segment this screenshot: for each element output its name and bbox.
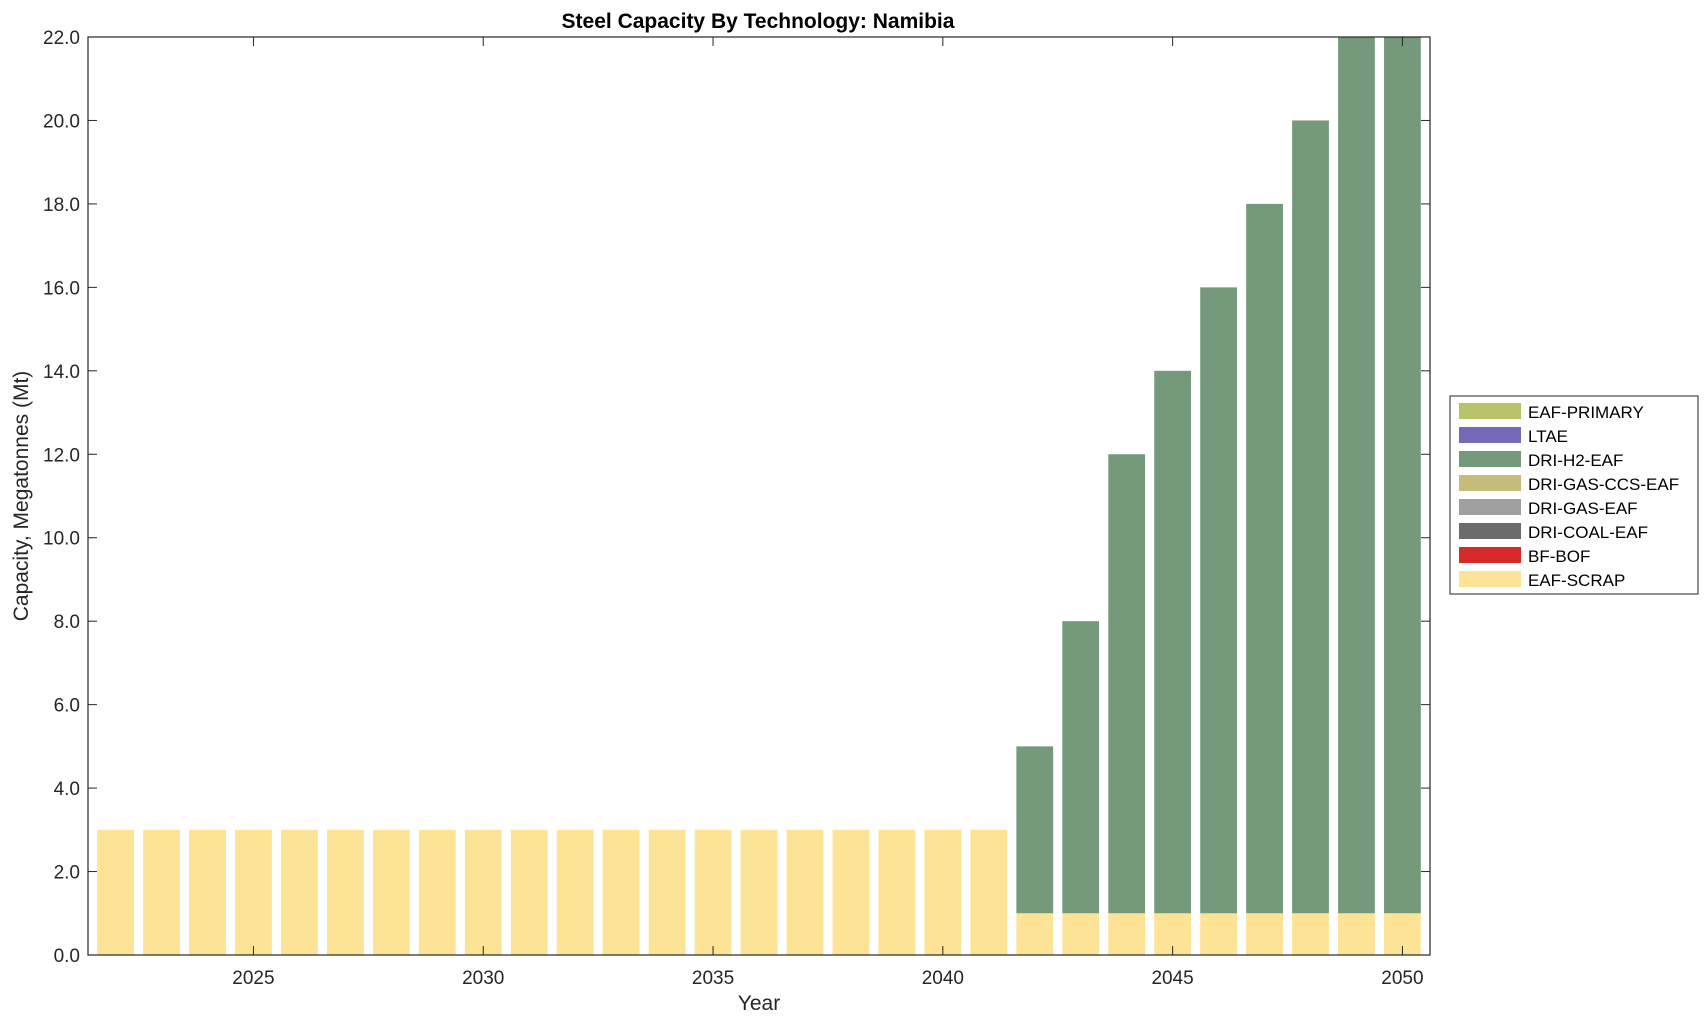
bar-eaf-scrap-2040 bbox=[924, 829, 962, 955]
bar-eaf-scrap-2029 bbox=[418, 829, 456, 955]
x-tick-label: 2025 bbox=[232, 968, 274, 989]
bar-dri-h2-eaf-2048 bbox=[1292, 120, 1329, 914]
y-tick-label: 16.0 bbox=[43, 278, 80, 299]
legend-label: DRI-GAS-EAF bbox=[1528, 499, 1638, 518]
bar-eaf-scrap-2031 bbox=[510, 829, 548, 955]
plot-area-frame bbox=[87, 36, 1431, 956]
y-tick-label: 2.0 bbox=[54, 863, 80, 884]
bar-eaf-scrap-2026 bbox=[281, 829, 318, 955]
bar-dri-h2-eaf-2049 bbox=[1338, 37, 1375, 914]
bar-eaf-scrap-2027 bbox=[326, 829, 364, 955]
chart-title: Steel Capacity By Technology: Namibia bbox=[562, 10, 955, 33]
x-tick-label: 2035 bbox=[692, 968, 734, 989]
y-tick-label: 10.0 bbox=[43, 529, 80, 550]
bar-eaf-scrap-2047 bbox=[1246, 913, 1283, 955]
bar-eaf-scrap-2033 bbox=[602, 829, 640, 955]
bar-dri-h2-eaf-2047 bbox=[1246, 203, 1283, 914]
bar-eaf-scrap-2036 bbox=[740, 829, 778, 955]
bar-eaf-scrap-2043 bbox=[1062, 913, 1100, 955]
bar-dri-h2-eaf-2045 bbox=[1154, 370, 1192, 914]
y-tick-label: 0.0 bbox=[54, 946, 80, 967]
legend-label: DRI-H2-EAF bbox=[1528, 451, 1623, 470]
x-axis-label: Year bbox=[738, 992, 780, 1015]
bar-eaf-scrap-2035 bbox=[694, 829, 732, 955]
legend-label: EAF-SCRAP bbox=[1528, 571, 1625, 590]
bar-eaf-scrap-2034 bbox=[648, 829, 686, 955]
legend: EAF-PRIMARY LTAE DRI-H2-EAF DRI-GAS-CCS-EAF… bbox=[1449, 395, 1699, 595]
bar-eaf-scrap-2049 bbox=[1338, 913, 1375, 955]
bar-eaf-scrap-2030 bbox=[464, 829, 502, 955]
y-tick-label: 4.0 bbox=[54, 779, 80, 800]
bar-eaf-scrap-2024 bbox=[189, 829, 226, 955]
y-tick-label: 12.0 bbox=[43, 445, 80, 466]
y-tick-label: 8.0 bbox=[54, 612, 80, 633]
legend-swatch bbox=[1459, 475, 1521, 491]
bar-eaf-scrap-2048 bbox=[1292, 913, 1329, 955]
legend-label: EAF-PRIMARY bbox=[1528, 403, 1644, 422]
y-tick-label: 14.0 bbox=[43, 362, 80, 383]
bar-eaf-scrap-2032 bbox=[556, 829, 594, 955]
legend-swatch bbox=[1459, 427, 1521, 443]
x-tick-label: 2040 bbox=[922, 968, 964, 989]
x-tick-label: 2050 bbox=[1381, 968, 1423, 989]
bar-eaf-scrap-2022 bbox=[97, 829, 134, 955]
legend-label: BF-BOF bbox=[1528, 547, 1590, 566]
legend-swatch bbox=[1459, 499, 1521, 515]
legend-label: LTAE bbox=[1528, 427, 1568, 446]
bar-eaf-scrap-2038 bbox=[832, 829, 870, 955]
y-tick-label: 18.0 bbox=[43, 195, 80, 216]
bar-dri-h2-eaf-2046 bbox=[1200, 287, 1237, 914]
legend-swatch bbox=[1459, 547, 1521, 563]
legend-label: DRI-GAS-CCS-EAF bbox=[1528, 475, 1679, 494]
bar-eaf-scrap-2046 bbox=[1200, 913, 1237, 955]
x-tick-label: 2030 bbox=[462, 968, 504, 989]
legend-swatch bbox=[1459, 403, 1521, 419]
y-tick-label: 6.0 bbox=[54, 696, 80, 717]
bar-eaf-scrap-2037 bbox=[786, 829, 824, 955]
bar-eaf-scrap-2028 bbox=[372, 829, 410, 955]
legend-swatch bbox=[1459, 571, 1521, 587]
y-tick-label: 20.0 bbox=[43, 111, 80, 132]
bar-eaf-scrap-2044 bbox=[1108, 913, 1146, 955]
bar-dri-h2-eaf-2043 bbox=[1062, 621, 1100, 914]
y-axis: 0.0 2.0 4.0 6.0 8.0 10.0 12.0 14.0 16.0 18.0 20.0 2… bbox=[43, 28, 1430, 967]
bar-eaf-scrap-2041 bbox=[970, 829, 1008, 955]
bar-dri-h2-eaf-2042 bbox=[1016, 746, 1054, 914]
bar-eaf-scrap-2039 bbox=[878, 829, 916, 955]
bar-eaf-scrap-2042 bbox=[1016, 913, 1054, 955]
bar-dri-h2-eaf-2050 bbox=[1384, 37, 1421, 914]
y-tick-label: 22.0 bbox=[43, 28, 80, 49]
bars-group bbox=[97, 37, 1421, 955]
bar-eaf-scrap-2023 bbox=[143, 829, 180, 955]
x-axis: 2025 2030 2035 2040 2045 2050 bbox=[232, 37, 1424, 989]
x-tick-label: 2045 bbox=[1151, 968, 1193, 989]
bar-eaf-scrap-2025 bbox=[235, 829, 272, 955]
legend-swatch bbox=[1459, 451, 1521, 467]
y-axis-label: Capacity, Megatonnes (Mt) bbox=[10, 371, 33, 622]
legend-label: DRI-COAL-EAF bbox=[1528, 523, 1648, 542]
legend-swatch bbox=[1459, 523, 1521, 539]
bar-dri-h2-eaf-2044 bbox=[1108, 454, 1146, 914]
